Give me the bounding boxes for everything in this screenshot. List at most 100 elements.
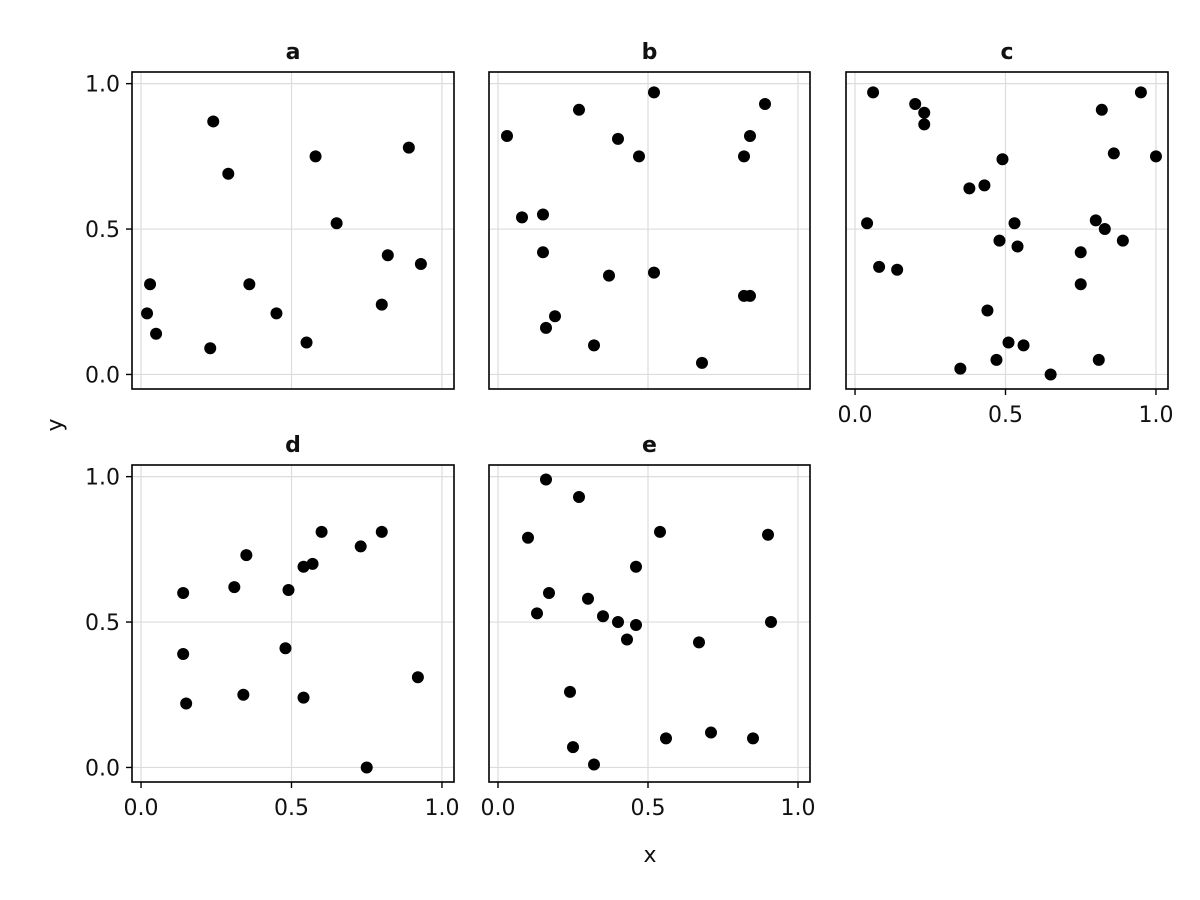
panel-c-xtick-label-0: 0.0	[838, 403, 873, 428]
panel-b-point-2	[537, 246, 549, 259]
panel-b-point-6	[573, 103, 585, 116]
panel-e-point-6	[573, 490, 585, 503]
panel-e-xtick-label-2: 1.0	[781, 796, 816, 821]
panel-e-point-13	[630, 618, 642, 631]
panel-a-point-12	[381, 249, 394, 262]
panel-d-ytick-label-1: 0.5	[85, 611, 120, 636]
panel-e-point-9	[597, 610, 609, 623]
panel-d-point-2	[180, 697, 193, 710]
panel-c-point-14	[1002, 336, 1015, 349]
panel-b-point-11	[648, 86, 660, 99]
panel-d-point-13	[360, 761, 373, 774]
panel-a-ytick-label-0: 0.0	[85, 363, 120, 388]
x-axis-label: x	[643, 843, 656, 868]
panel-b-point-12	[648, 266, 660, 279]
panel-b-point-13	[696, 356, 708, 369]
panel-c-point-28	[1149, 150, 1162, 163]
panel-e-point-5	[567, 741, 579, 754]
panel-b-point-17	[744, 129, 756, 142]
panel-d-title: d	[285, 433, 301, 458]
panel-b-point-0	[501, 129, 513, 142]
panel-c-point-27	[1134, 86, 1147, 99]
panel-d-point-15	[411, 671, 424, 684]
panel-e-point-0	[522, 531, 534, 544]
panel-c-point-13	[996, 153, 1009, 166]
panel-c-point-23	[1095, 103, 1108, 116]
panel-d-point-11	[315, 525, 328, 538]
panel-d-point-12	[354, 540, 367, 553]
panel-d-point-10	[306, 557, 319, 570]
panel-d-point-5	[240, 549, 253, 562]
panel-a: a 0.0 0.5 1.0	[85, 40, 455, 390]
panel-c-point-16	[1011, 240, 1024, 253]
panel-b-point-10	[633, 150, 645, 163]
panel-d-point-14	[375, 525, 388, 538]
panel-c-point-3	[891, 263, 904, 276]
panel-c-title: c	[1000, 40, 1013, 65]
panel-e-xtick-label-1: 0.5	[631, 796, 666, 821]
panel-d-point-1	[177, 648, 190, 661]
panel-e: e 0.0 0.5 1.0	[481, 433, 816, 821]
panels: a 0.0 0.5 1.0 b c 0.0 0.5 1.0 d 0.0 0.5 1.0 0.0 0.5 1.0…	[85, 40, 1173, 821]
panel-e-point-15	[660, 732, 672, 745]
panel-b-point-1	[516, 211, 528, 224]
panel-d-point-4	[237, 688, 250, 701]
panel-c-point-18	[1044, 368, 1057, 381]
panel-a-point-9	[309, 150, 322, 163]
panel-c-point-26	[1116, 234, 1129, 247]
panel-b-point-5	[549, 310, 561, 323]
panel-a-point-10	[330, 217, 343, 230]
panel-d-frame	[131, 464, 455, 783]
panel-d-point-0	[177, 586, 190, 599]
panel-c-point-5	[918, 106, 931, 119]
panel-b-point-7	[588, 339, 600, 352]
panel-b-point-4	[540, 321, 552, 334]
panel-c-point-4	[909, 97, 922, 110]
panel-e-point-20	[765, 616, 777, 629]
panel-e-point-14	[654, 525, 666, 538]
panel-e-point-16	[693, 636, 705, 649]
panel-c-point-24	[1098, 223, 1111, 236]
panel-c: c 0.0 0.5 1.0	[838, 40, 1174, 428]
panel-e-point-17	[705, 726, 717, 739]
panel-d-point-8	[297, 560, 310, 573]
panel-c-point-25	[1107, 147, 1120, 160]
panel-a-point-2	[150, 327, 163, 340]
panel-c-xtick-label-1: 0.5	[988, 403, 1023, 428]
panel-c-xtick-label-2: 1.0	[1138, 403, 1173, 428]
panel-a-point-7	[270, 307, 283, 320]
panel-e-point-10	[612, 616, 624, 629]
panel-e-point-8	[588, 758, 600, 771]
panel-e-point-12	[630, 560, 642, 573]
panel-a-ytick-label-1: 0.5	[85, 218, 120, 243]
panel-c-point-7	[954, 362, 967, 375]
panel-b-point-8	[603, 269, 615, 282]
panel-e-frame	[488, 464, 811, 783]
panel-d-point-7	[282, 584, 295, 597]
panel-b: b	[488, 40, 811, 390]
panel-e-point-1	[531, 607, 543, 620]
panel-a-frame	[131, 71, 455, 390]
panel-a-point-13	[402, 141, 415, 154]
panel-d-point-6	[279, 642, 292, 655]
panel-e-point-18	[747, 732, 759, 745]
panel-b-point-18	[759, 97, 771, 110]
panel-c-point-0	[861, 217, 874, 230]
panel-e-point-2	[540, 473, 552, 486]
panel-d-point-9	[297, 691, 310, 704]
panel-a-point-5	[222, 167, 235, 180]
panel-a-ytick-label-2: 1.0	[85, 73, 120, 98]
panel-d-ytick-label-0: 0.0	[85, 756, 120, 781]
panel-e-point-3	[543, 586, 555, 599]
panel-c-point-2	[873, 260, 886, 273]
panel-d-xtick-label-0: 0.0	[124, 796, 159, 821]
panel-c-point-8	[963, 182, 976, 195]
y-axis-label: y	[43, 418, 68, 431]
panel-a-point-4	[207, 115, 220, 128]
panel-b-point-9	[612, 132, 624, 145]
panel-b-frame	[488, 71, 811, 390]
panel-c-point-21	[1089, 214, 1102, 227]
panel-d-ytick-label-2: 1.0	[85, 466, 120, 491]
panel-a-point-1	[144, 278, 157, 291]
panel-a-title: a	[286, 40, 301, 65]
